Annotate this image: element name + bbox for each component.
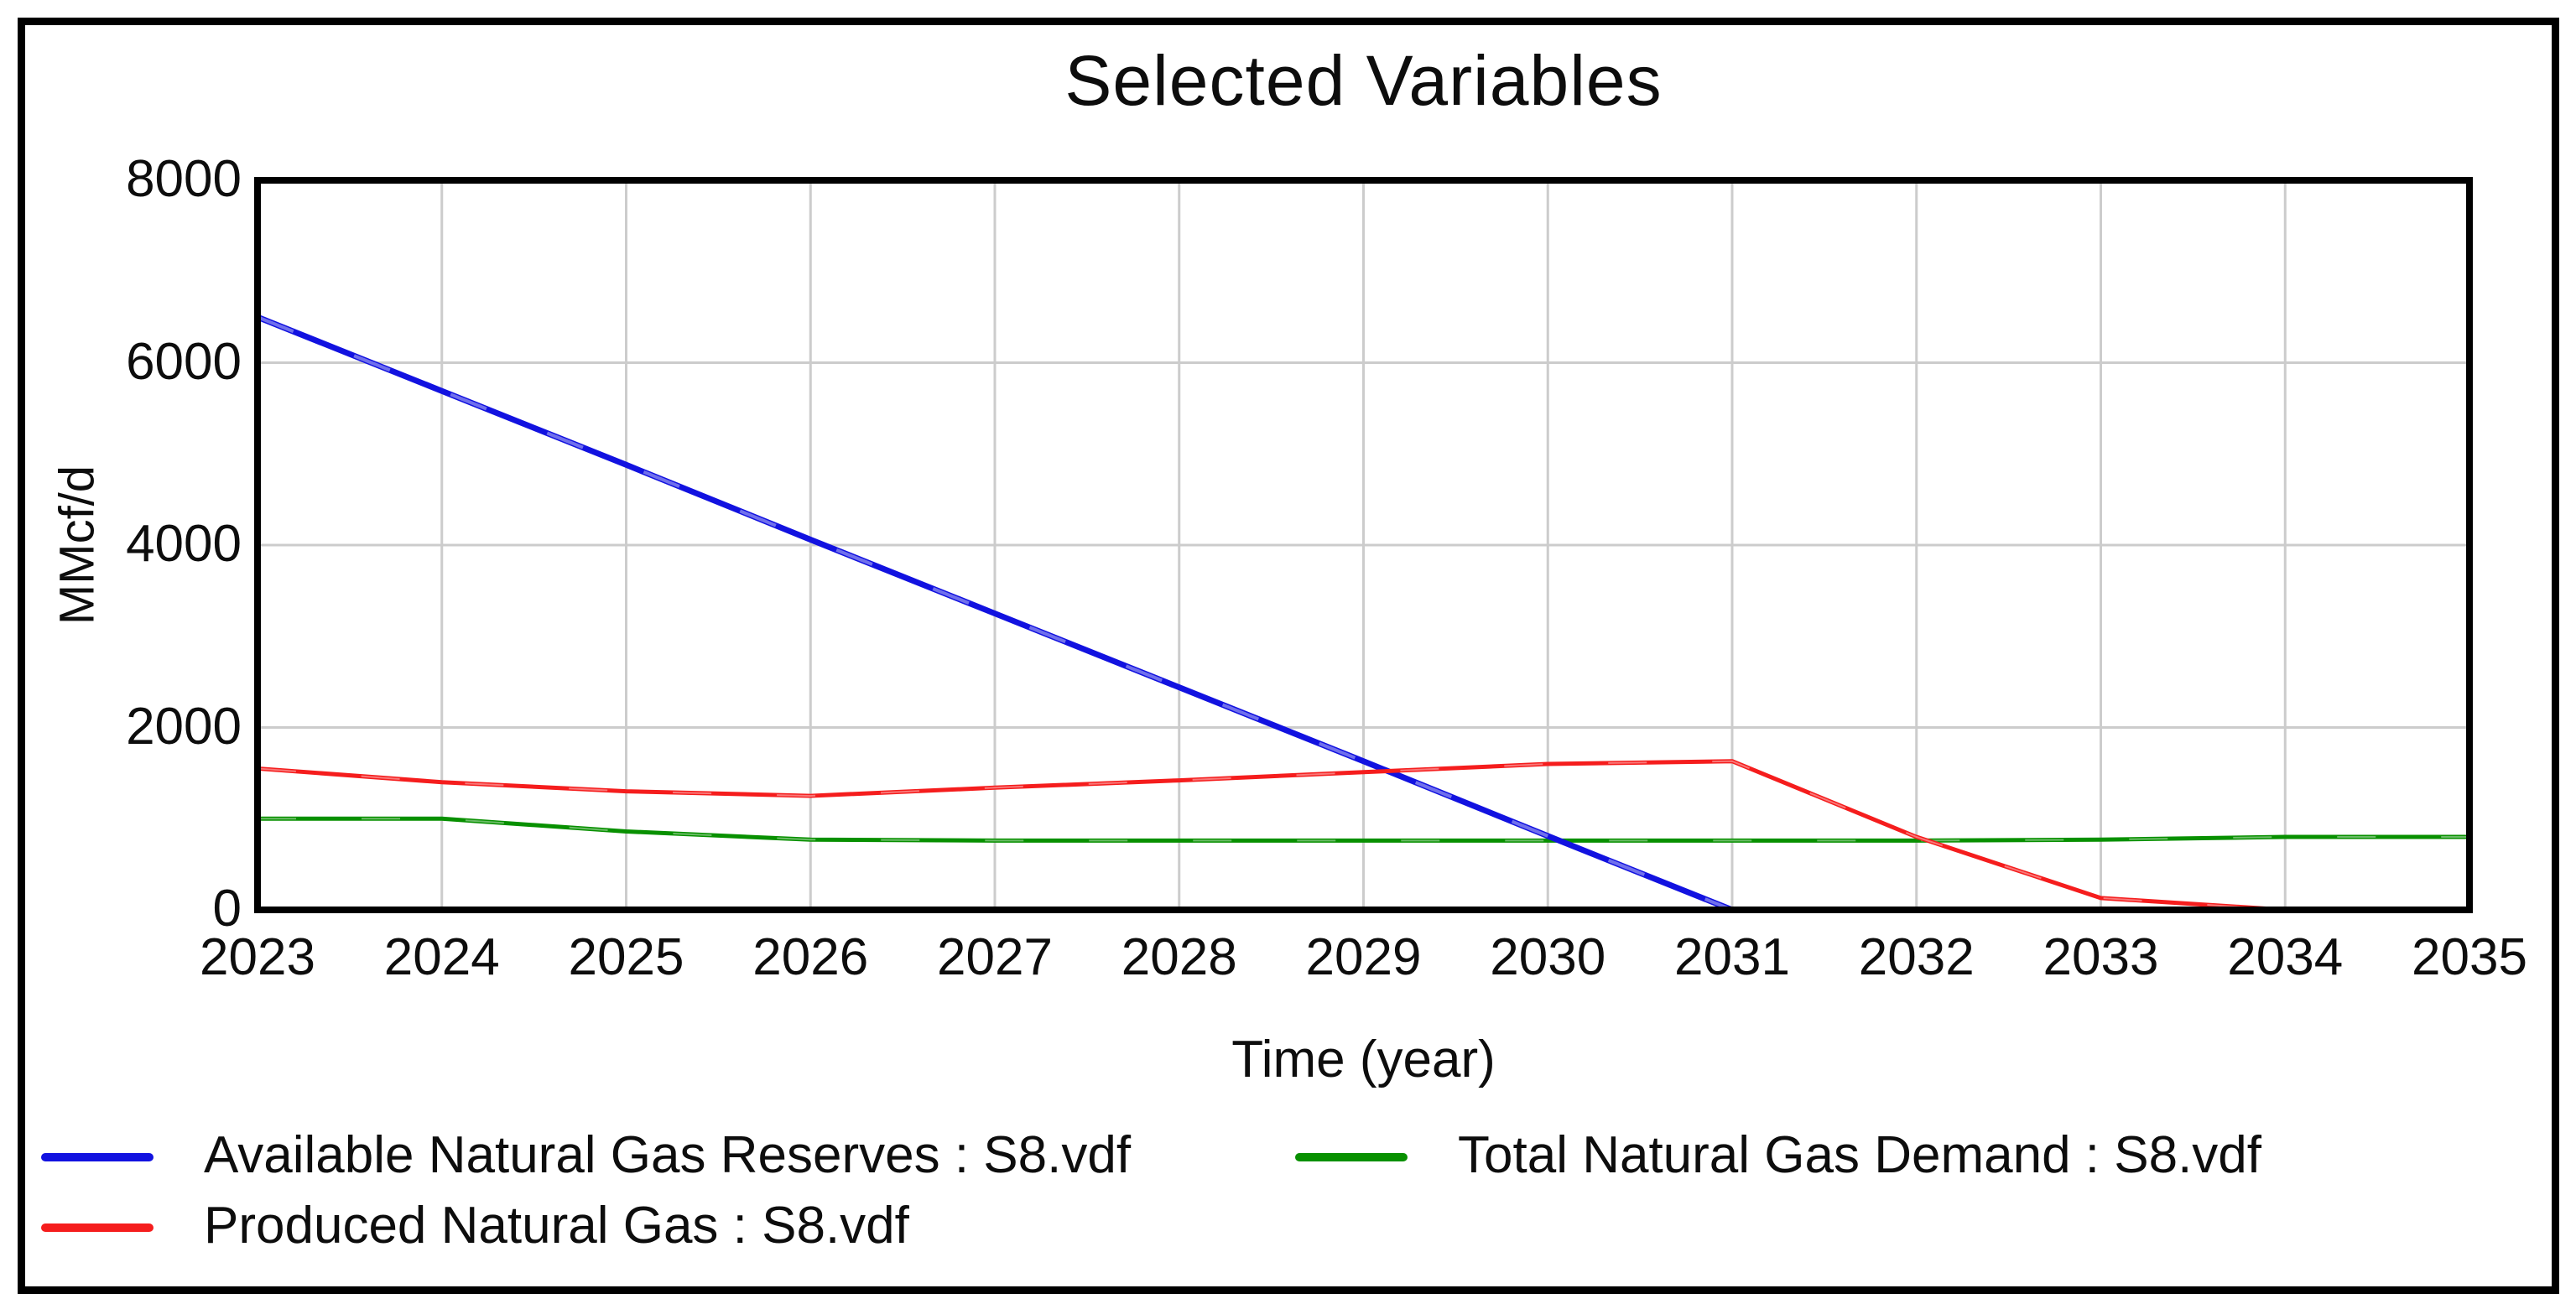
- x-tick-label: 2032: [1858, 928, 1975, 986]
- x-tick-label: 2027: [937, 928, 1053, 986]
- x-tick-label: 2024: [383, 928, 500, 986]
- x-tick-label: 2035: [2412, 928, 2527, 986]
- legend-swatch-red-line: [41, 1223, 154, 1232]
- x-tick-label: 2023: [200, 928, 315, 986]
- x-tick-label: 2030: [1490, 928, 1606, 986]
- y-tick-label: 0: [212, 880, 242, 938]
- y-axis-title: MMcf/d: [49, 465, 105, 626]
- x-tick-label: 2026: [752, 928, 869, 986]
- x-tick-label: 2034: [2227, 928, 2344, 986]
- legend-swatch-blue-line: [41, 1153, 154, 1161]
- series-line-produced-natural-gas: [255, 759, 2472, 912]
- series-line-total-natural-gas-demand: [255, 816, 2472, 843]
- legend-swatch-green-line: [1295, 1153, 1408, 1161]
- chart-title: Selected Variables: [1064, 41, 1663, 120]
- legend-label: Produced Natural Gas : S8.vdf: [204, 1197, 909, 1255]
- y-tick-label: 2000: [126, 697, 242, 756]
- x-tick-label: 2028: [1121, 928, 1237, 986]
- y-tick-label: 6000: [126, 332, 242, 391]
- x-tick-label: 2029: [1305, 928, 1422, 986]
- x-tick-label: 2033: [2043, 928, 2159, 986]
- x-tick-label: 2025: [568, 928, 684, 986]
- legend-label: Total Natural Gas Demand : S8.vdf: [1458, 1126, 2262, 1184]
- x-axis-title: Time (year): [1231, 1031, 1496, 1088]
- y-tick-label: 4000: [126, 515, 242, 574]
- legend-label: Available Natural Gas Reserves : S8.vdf: [204, 1126, 1132, 1184]
- x-tick-label: 2031: [1674, 928, 1790, 986]
- y-tick-label: 8000: [126, 150, 242, 209]
- plot-frame: [254, 177, 2473, 913]
